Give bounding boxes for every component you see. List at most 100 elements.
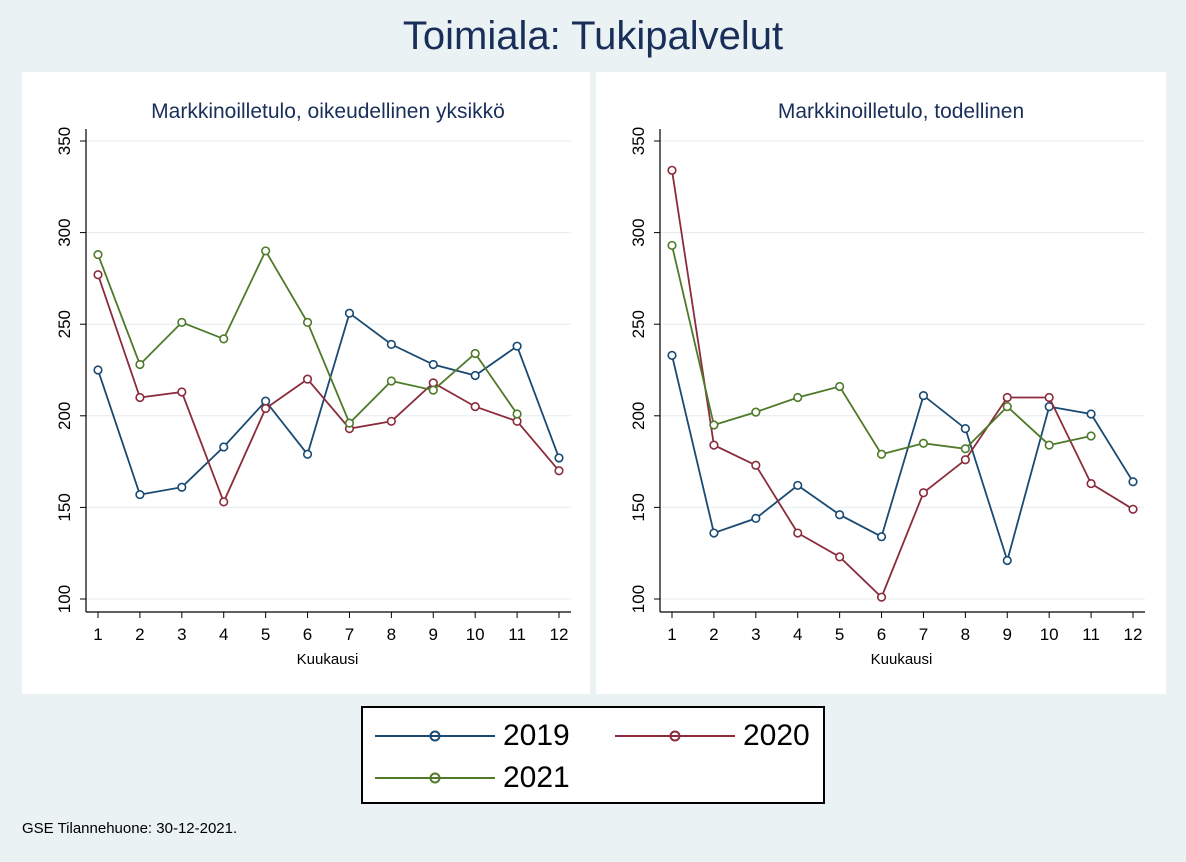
series-marker-2020 (751, 460, 761, 470)
series-marker-2019 (667, 350, 677, 360)
x-tick-label: 10 (1040, 625, 1059, 644)
x-tick-label: 6 (303, 625, 312, 644)
x-tick-label: 7 (919, 625, 928, 644)
series-marker-2019 (1128, 477, 1138, 487)
y-tick-label: 150 (55, 493, 74, 521)
series-marker-2020 (512, 416, 522, 426)
series-marker-2020 (93, 270, 103, 280)
series-marker-2021 (960, 444, 970, 454)
x-tick-label: 8 (387, 625, 396, 644)
series-line-2021 (97, 248, 518, 425)
series-marker-2020 (219, 497, 229, 507)
y-tick-label: 100 (629, 585, 648, 613)
series-marker-2019 (835, 510, 845, 520)
series-marker-2021 (751, 407, 761, 417)
x-tick-label: 11 (1082, 625, 1100, 644)
series-marker-2021 (1086, 431, 1096, 441)
series-marker-2020 (918, 488, 929, 498)
x-tick-label: 4 (219, 625, 228, 644)
series-marker-2021 (219, 334, 229, 344)
x-tick-label: 11 (508, 625, 526, 644)
series-marker-2021 (667, 240, 677, 251)
x-axis-label: Kuukausi (871, 651, 933, 668)
series-marker-2020 (135, 392, 145, 403)
series-marker-2021 (1002, 402, 1012, 412)
y-tick-label: 350 (629, 127, 648, 155)
legend-item-2021: 2021 (375, 762, 575, 794)
series-marker-2021 (386, 376, 396, 386)
series-marker-2019 (135, 489, 145, 500)
series-marker-2021 (709, 420, 719, 430)
series-line-2020 (97, 274, 560, 505)
series-marker-2021 (177, 317, 187, 327)
x-tick-label: 2 (135, 625, 144, 644)
chart-panel-2: Markkinoilletulo, todellinen 100 150 200 250… (629, 100, 1145, 668)
x-tick-label: 2 (709, 625, 718, 644)
y-tick-label: 250 (629, 310, 648, 338)
series-marker-2021 (344, 418, 355, 428)
legend-label-2021: 2021 (503, 761, 570, 794)
series-marker-2020 (554, 466, 564, 476)
series-marker-2020 (302, 374, 313, 384)
series-marker-2020 (709, 440, 719, 450)
y-tick-label: 300 (629, 218, 648, 246)
series-marker-2019 (1086, 409, 1096, 419)
series-marker-2019 (751, 513, 761, 523)
series-marker-2020 (793, 528, 803, 538)
series-marker-2019 (386, 339, 396, 349)
y-tick-label: 250 (55, 310, 74, 338)
series-marker-2021 (470, 348, 480, 359)
x-tick-label: 4 (793, 625, 802, 644)
series-marker-2020 (1086, 478, 1096, 489)
y-tick-label: 100 (55, 585, 74, 613)
x-tick-label: 1 (667, 625, 676, 644)
series-marker-2019 (876, 532, 887, 542)
series-marker-2021 (876, 449, 887, 459)
series-marker-2019 (918, 391, 929, 401)
series-marker-2019 (793, 480, 803, 491)
series-marker-2021 (512, 409, 522, 419)
x-tick-label: 1 (93, 625, 102, 644)
legend-swatch-2020 (615, 730, 735, 742)
series-marker-2019 (344, 308, 355, 318)
x-tick-label: 9 (1003, 625, 1012, 644)
x-tick-label: 10 (466, 625, 485, 644)
series-marker-2020 (876, 592, 887, 602)
series-marker-2019 (470, 370, 480, 381)
series-marker-2021 (918, 438, 929, 448)
panel-right-background (596, 72, 1166, 694)
x-tick-label: 8 (961, 625, 970, 644)
series-marker-2021 (93, 249, 103, 260)
series-marker-2019 (261, 396, 271, 406)
series-marker-2019 (960, 424, 970, 434)
legend-item-2020: 2020 (615, 720, 825, 752)
series-marker-2020 (428, 378, 438, 388)
x-tick-label: 7 (345, 625, 354, 644)
y-tick-label: 150 (629, 493, 648, 521)
x-axis-label: Kuukausi (297, 651, 359, 668)
x-tick-label: 12 (550, 625, 569, 644)
series-marker-2019 (302, 449, 313, 459)
source-note: GSE Tilannehuone: 30-12-2021. (22, 820, 238, 837)
figure-title: Toimiala: Tukipalvelut (402, 14, 784, 58)
series-marker-2019 (554, 453, 564, 463)
panel-title: Markkinoilletulo, oikeudellinen yksikkö (151, 100, 505, 123)
series-marker-2020 (835, 552, 845, 562)
x-tick-label: 5 (835, 625, 844, 644)
x-tick-label: 6 (877, 625, 886, 644)
series-marker-2019 (1002, 555, 1012, 566)
series-line-2021 (671, 245, 1092, 456)
series-line-2019 (97, 311, 560, 496)
series-marker-2021 (302, 317, 313, 327)
series-marker-2020 (960, 455, 970, 465)
series-marker-2019 (93, 365, 103, 375)
series-marker-2021 (1044, 440, 1054, 450)
series-marker-2021 (135, 359, 145, 370)
y-tick-label: 350 (55, 127, 74, 155)
legend-marker-2020 (669, 730, 681, 742)
series-marker-2020 (667, 165, 677, 175)
series-marker-2019 (512, 341, 522, 351)
x-tick-label: 3 (751, 625, 760, 644)
